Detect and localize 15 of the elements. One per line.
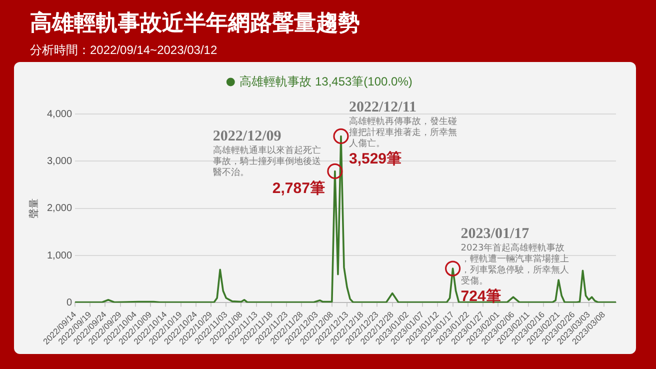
y-tick-label: 3,000: [46, 156, 72, 167]
y-tick-label: 2,000: [46, 203, 72, 214]
y-tick-label: 1,000: [46, 250, 72, 262]
annotation: 2023/01/17 2023年首起高雄輕軌事故，輕軌遭一輛汽車當場撞上，列車緊急停駛，所幸無人受傷。: [460, 226, 569, 286]
legend-label: 高雄輕軌事故 13,453筆(100.0%): [240, 74, 412, 88]
y-tick-label: 0: [66, 297, 72, 308]
data-label: 724筆: [460, 288, 501, 306]
y-axis-title: 聲量: [28, 198, 40, 218]
y-tick-label: 4,000: [46, 108, 72, 120]
data-label: 2,787筆: [272, 180, 325, 197]
chart-title: 高雄輕軌事故近半年網路聲量趨勢: [30, 9, 360, 37]
annotation: 2022/12/11 高雄輕軌再傳事故，發生碰撞把計程車推著走，所幸無人傷亡。: [348, 99, 457, 149]
annotation: 2022/12/09 高雄輕軌通車以來首起死亡事故，騎士撞列車倒地後送醫不治。: [212, 128, 321, 178]
data-label: 3,529筆: [348, 150, 402, 168]
chart-subtitle: 分析時間：2022/09/14~2023/03/12: [30, 42, 218, 59]
